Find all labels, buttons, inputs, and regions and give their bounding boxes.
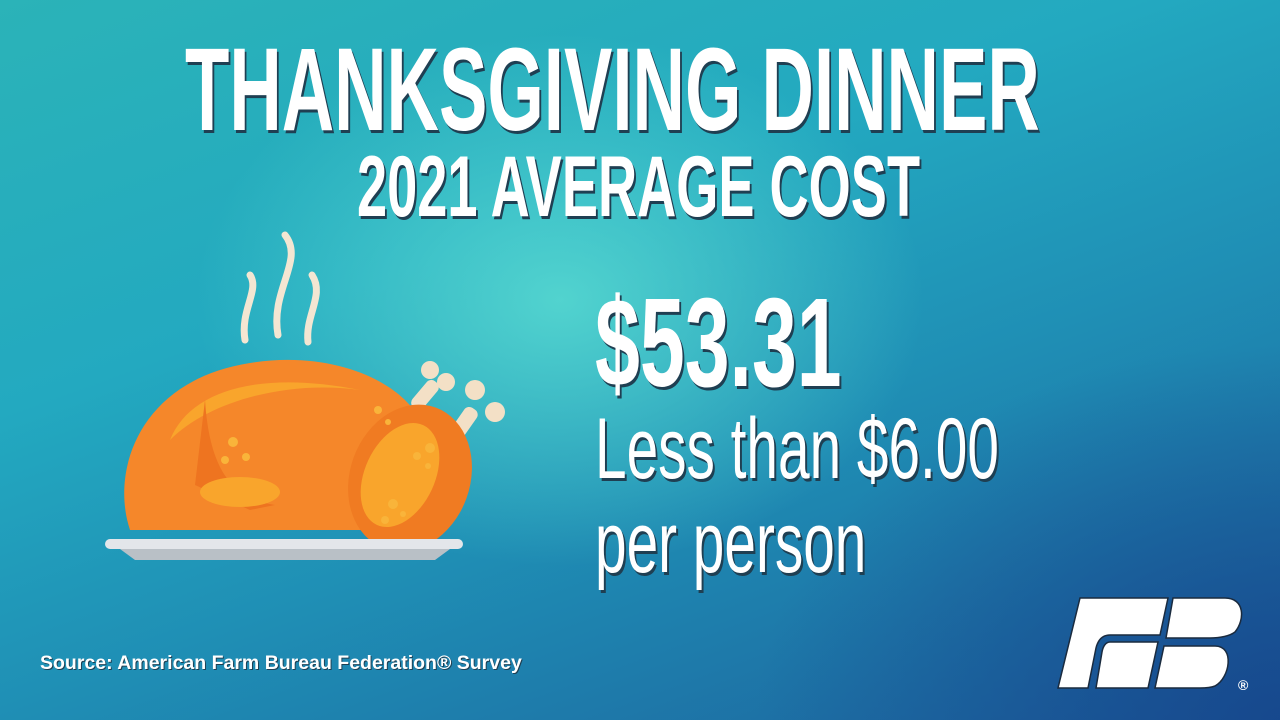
registered-mark: ® — [1238, 677, 1249, 693]
page-subtitle: 2021 AVERAGE COST — [357, 139, 921, 235]
per-person-cost-line1: Less than $6.00 — [595, 401, 999, 497]
source-note: Source: American Farm Bureau Federation®… — [40, 652, 522, 674]
platter — [105, 539, 463, 549]
drumstick-bones — [411, 361, 505, 444]
steam-icon — [240, 231, 320, 346]
turkey-illustration — [105, 231, 505, 560]
farm-bureau-logo: ® — [1057, 597, 1249, 693]
average-cost-value: $53.31 — [595, 272, 842, 413]
page-title: THANKSGIVING DINNER — [185, 24, 1040, 156]
per-person-cost-line2: per person — [595, 495, 867, 591]
